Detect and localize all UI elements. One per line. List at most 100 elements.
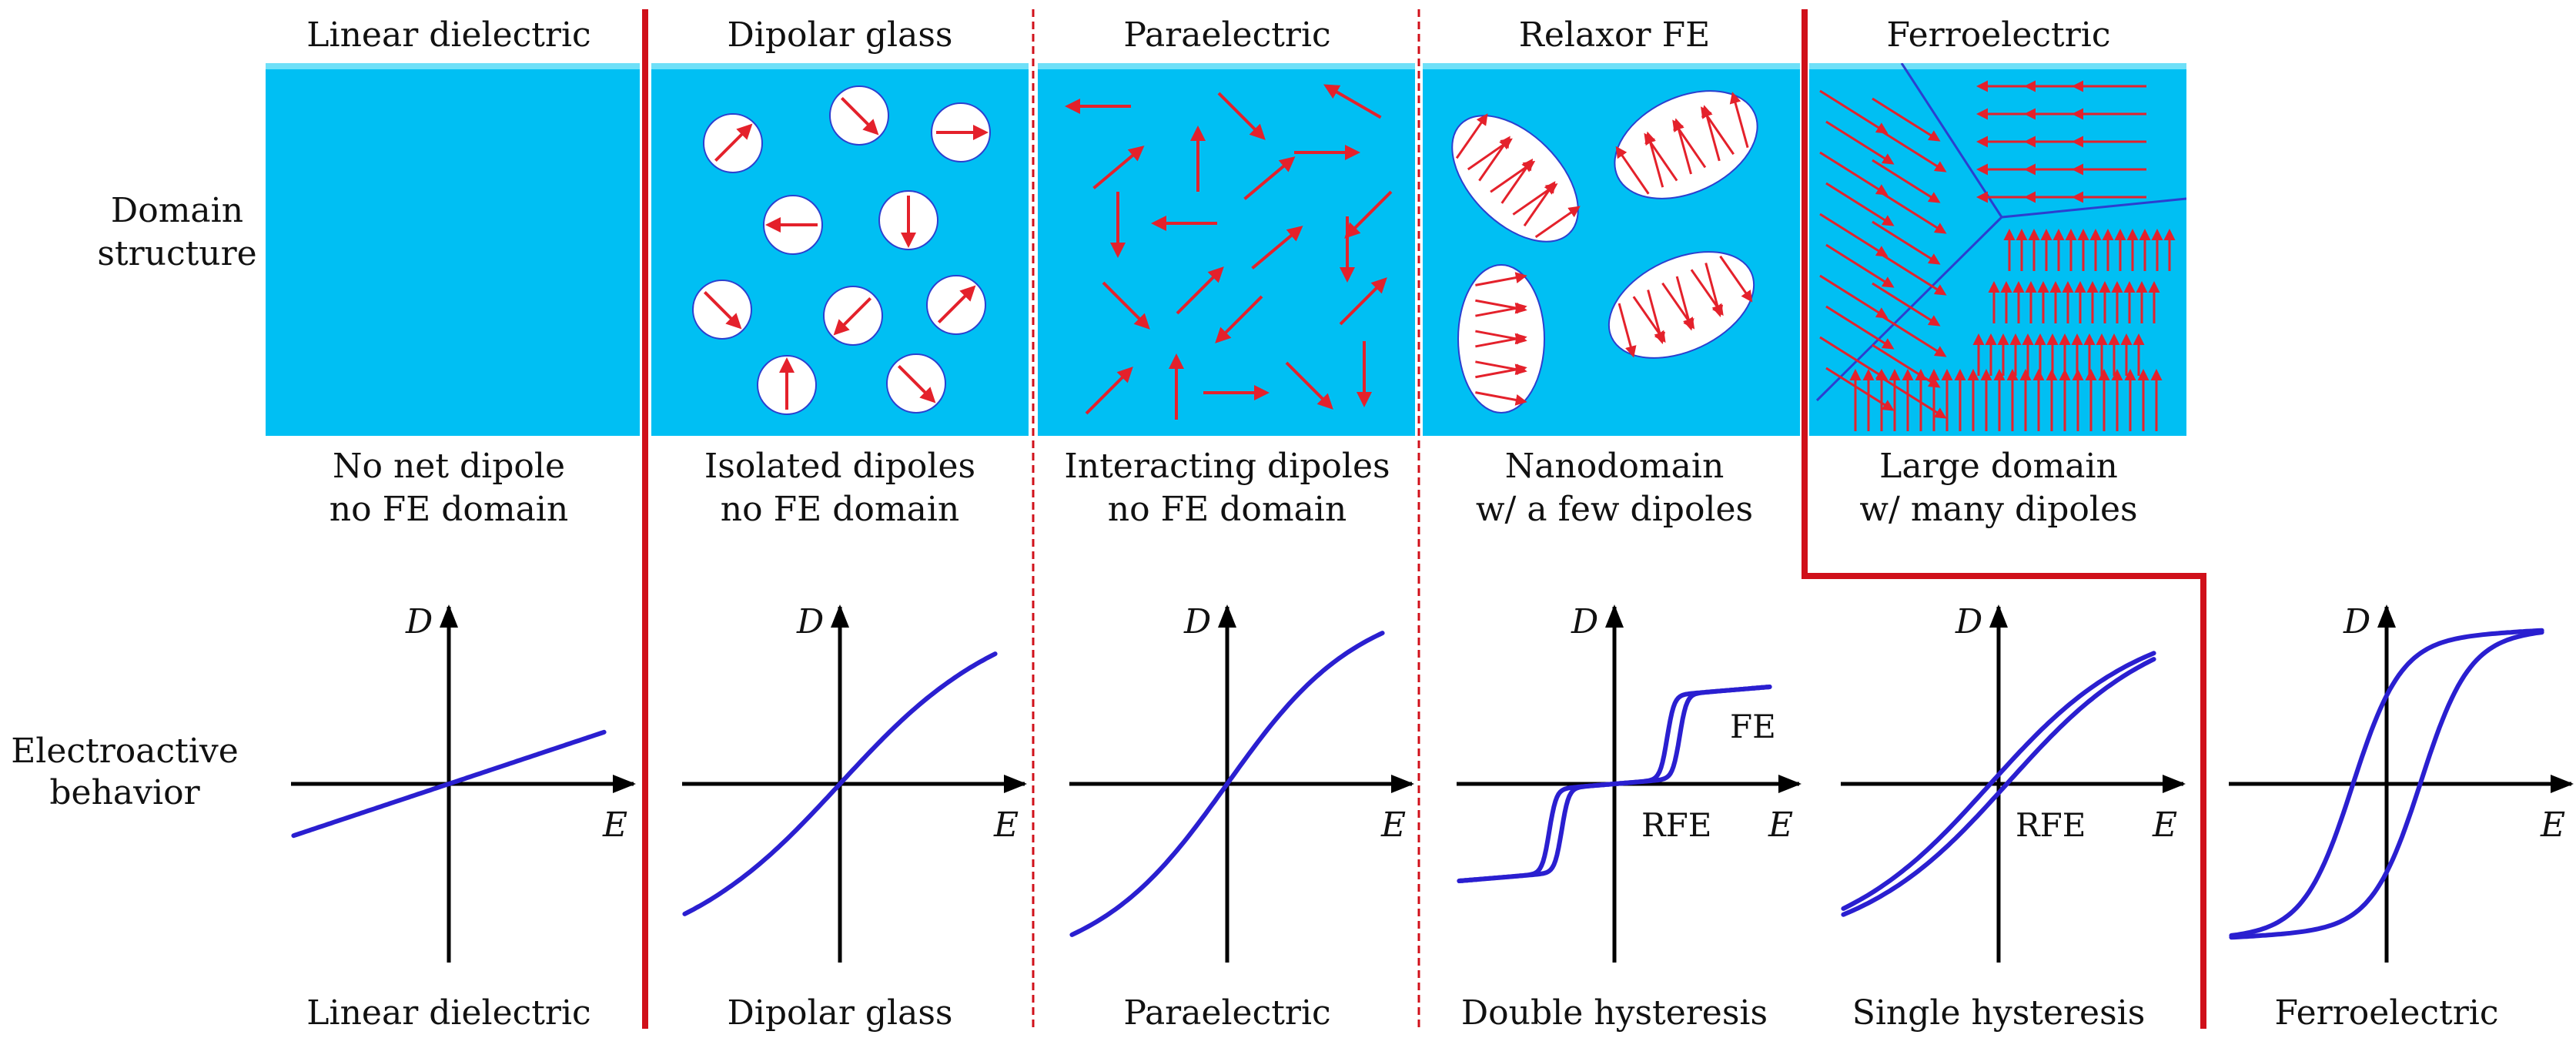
- dipole-arrow: [1705, 263, 1724, 317]
- dipole-arrow: [1285, 361, 1333, 410]
- column-title-ferroelectric: Ferroelectric: [1887, 15, 2111, 55]
- column-title-linear-dielectric: Linear dielectric: [306, 15, 590, 55]
- row-label-line-1: Domain: [111, 191, 243, 230]
- dipole-arrow: [1215, 295, 1263, 343]
- curve-label-fe: FE: [1730, 708, 1776, 745]
- dipole-arrow: [1523, 181, 1556, 227]
- caption-ferroelectric: Ferroelectric: [2275, 993, 2499, 1033]
- dipole-arrow: [1819, 151, 1889, 196]
- description-line-2: w/ many dipoles: [1859, 490, 2137, 529]
- description-line-2: no FE domain: [330, 490, 568, 529]
- x-axis-label: E: [1380, 805, 1406, 845]
- dipole-arrow: [1644, 132, 1678, 182]
- isolated-dipole: [926, 275, 986, 335]
- dipole-arrow: [1819, 274, 1889, 319]
- caption-single-hysteresis: Single hysteresis: [1852, 993, 2146, 1033]
- dipole-arrow: [1819, 213, 1889, 257]
- panel-dipolar-glass: [651, 63, 1029, 436]
- panel-linear-dielectric: [266, 63, 640, 436]
- response-curve: [1457, 685, 1772, 883]
- caption-linear-dielectric: Linear dielectric: [306, 993, 590, 1033]
- dipole-arrow: [1475, 333, 1527, 348]
- dipole-arrow: [1825, 120, 1895, 165]
- plot-paraelectric: ED: [1069, 602, 1414, 963]
- domain-structure-row: [266, 63, 2186, 436]
- dipole-arrow: [1825, 367, 1895, 411]
- y-axis-label: D: [1571, 602, 1598, 641]
- y-axis-label: D: [796, 602, 824, 641]
- isolated-dipole: [763, 195, 823, 255]
- dipole-arrow: [1455, 113, 1488, 159]
- isolated-dipole: [878, 190, 938, 250]
- description-line-1: No net dipole: [333, 447, 565, 486]
- dipole-arrow: [1825, 182, 1895, 226]
- dipole-arrow: [1729, 92, 1749, 149]
- plot-double-hysteresis: E D FE RFE: [1457, 602, 1802, 963]
- isolated-dipole: [757, 355, 817, 415]
- description-line-1: Interacting dipoles: [1064, 447, 1390, 486]
- description-line-2: no FE domain: [721, 490, 959, 529]
- y-axis-label: D: [1183, 602, 1211, 641]
- dipole-arrow: [1872, 220, 1941, 265]
- dipole-arrow: [714, 123, 753, 162]
- dipole-arrow: [1819, 89, 1889, 134]
- dipole-arrow: [1475, 272, 1527, 286]
- isolated-dipole: [931, 102, 991, 162]
- isolated-dipole: [886, 353, 946, 414]
- dipole-arrow: [1534, 206, 1581, 239]
- dipole-arrow: [1672, 119, 1707, 169]
- curve-label-rfe: RFE: [1641, 806, 1711, 844]
- x-axis-label: E: [2152, 805, 2177, 845]
- dipole-arrow: [1878, 189, 1947, 234]
- caption-dipolar-glass: Dipolar glass: [728, 993, 953, 1033]
- dipole-arrow: [1092, 146, 1145, 189]
- panel-ferroelectric: [1809, 63, 2186, 436]
- dipole-arrow: [1618, 303, 1637, 358]
- dipole-arrow: [1675, 276, 1694, 331]
- nanodomain-boundary: [1614, 90, 1758, 199]
- description-line-1: Isolated dipoles: [704, 447, 975, 486]
- response-curve: [2229, 628, 2544, 938]
- row-label-line-1: Electroactive: [11, 732, 239, 771]
- response-curve: [291, 729, 607, 839]
- dividers: [642, 9, 2206, 1029]
- dipole-arrow: [1102, 281, 1150, 330]
- domain-walls: [1815, 63, 2186, 402]
- description-line-1: Nanodomain: [1505, 447, 1725, 486]
- description-line-1: Large domain: [1879, 447, 2118, 486]
- isolated-dipole: [823, 286, 883, 346]
- column-title-dipolar-glass: Dipolar glass: [728, 15, 953, 55]
- dipole-arrow: [703, 290, 742, 330]
- row-label-domain-structure: Domain structure: [97, 191, 256, 273]
- dipole-field: [1819, 80, 2176, 431]
- caption-paraelectric: Paraelectric: [1123, 993, 1330, 1033]
- dipole-arrow: [840, 96, 879, 136]
- dipole-arrow: [897, 364, 936, 403]
- description-line-2: w/ a few dipoles: [1476, 490, 1753, 529]
- y-axis-label: D: [405, 602, 433, 641]
- dipole-arrow: [1323, 84, 1382, 119]
- nanodomain-boundary: [1607, 251, 1755, 359]
- dipole-arrow: [937, 285, 976, 324]
- isolated-dipole: [829, 85, 889, 146]
- dipole-arrow: [1701, 106, 1735, 156]
- column-title-paraelectric: Paraelectric: [1123, 15, 1330, 55]
- panel-relaxor-fe: [1423, 63, 1800, 436]
- plot-dipolar-glass: ED: [682, 602, 1027, 963]
- plot-ferroelectric: ED: [2229, 602, 2574, 963]
- dipole-arrow: [1872, 159, 1941, 203]
- response-curve: [1841, 657, 2156, 917]
- dipole-arrow: [1475, 302, 1527, 317]
- isolated-dipole: [703, 113, 763, 173]
- nanodomain: [1451, 113, 1581, 243]
- dipole-arrow: [1085, 367, 1133, 415]
- row-label-line-2: structure: [97, 234, 256, 273]
- dipole-arrow: [1825, 305, 1895, 350]
- nanodomain-boundary: [1457, 264, 1545, 414]
- dipole-arrow: [1719, 255, 1753, 303]
- row-label-line-2: behavior: [49, 773, 200, 812]
- dipole-arrow: [1872, 282, 1941, 326]
- dipole-arrow: [1478, 136, 1510, 182]
